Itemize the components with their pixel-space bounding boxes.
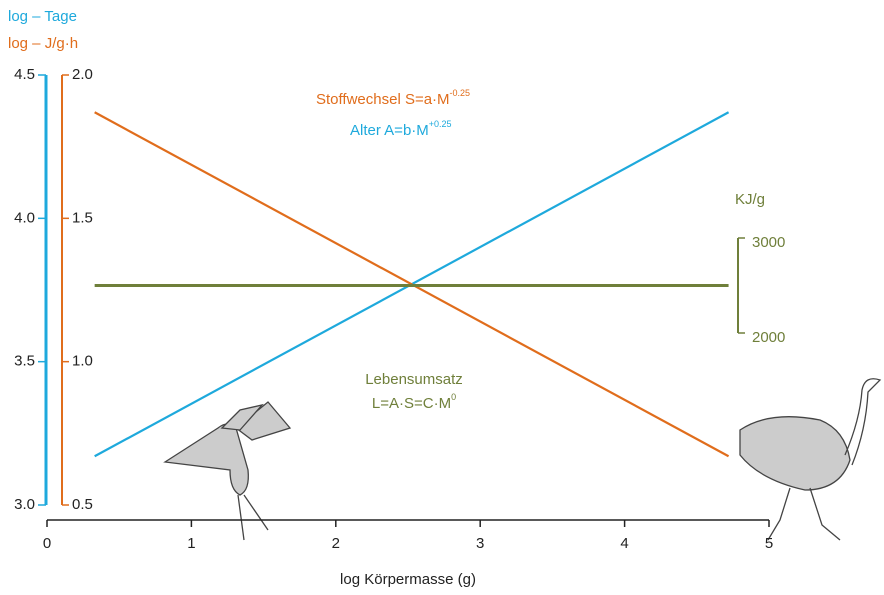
- y3-tick-label: 2000: [752, 329, 785, 346]
- y2-tick-label: 2.0: [72, 66, 93, 83]
- annotation-text: L=A·S=C·M: [372, 395, 451, 412]
- annotation: Stoffwechsel S=a·M-0.25: [316, 88, 470, 108]
- y-axis-title: log – Tage: [8, 8, 77, 25]
- annotation-text: Stoffwechsel S=a·M: [316, 91, 450, 108]
- x-tick-label: 5: [765, 535, 773, 552]
- y2-axis-title: log – J/g·h: [8, 35, 78, 52]
- annotation: Alter A=b·M+0.25: [350, 119, 452, 139]
- y-tick-label: 4.5: [14, 66, 35, 83]
- x-axis-title: log Körpermasse (g): [340, 571, 476, 588]
- y3-axis-title: KJ/g: [735, 191, 765, 208]
- x-tick-label: 4: [620, 535, 628, 552]
- annotation: Lebensumsatz: [365, 371, 463, 388]
- annotation-superscript: 0: [451, 392, 456, 402]
- x-tick-label: 2: [332, 535, 340, 552]
- x-tick-label: 0: [43, 535, 51, 552]
- x-tick-label: 3: [476, 535, 484, 552]
- y3-tick-label: 3000: [752, 234, 785, 251]
- annotation-superscript: +0.25: [429, 119, 452, 129]
- chart: log – Tage log – J/g·h KJ/g log Körperma…: [0, 0, 884, 595]
- y2-tick-label: 1.0: [72, 353, 93, 370]
- annotation-superscript: -0.25: [450, 88, 471, 98]
- annotation-text: Lebensumsatz: [365, 371, 463, 388]
- y-tick-label: 4.0: [14, 209, 35, 226]
- annotation-text: Alter A=b·M: [350, 122, 429, 139]
- y2-tick-label: 0.5: [72, 496, 93, 513]
- y-tick-label: 3.0: [14, 496, 35, 513]
- x-tick-label: 1: [187, 535, 195, 552]
- y-tick-label: 3.5: [14, 353, 35, 370]
- annotation: L=A·S=C·M0: [372, 392, 456, 412]
- y2-tick-label: 1.5: [72, 209, 93, 226]
- ostrich-illustration: [740, 379, 880, 540]
